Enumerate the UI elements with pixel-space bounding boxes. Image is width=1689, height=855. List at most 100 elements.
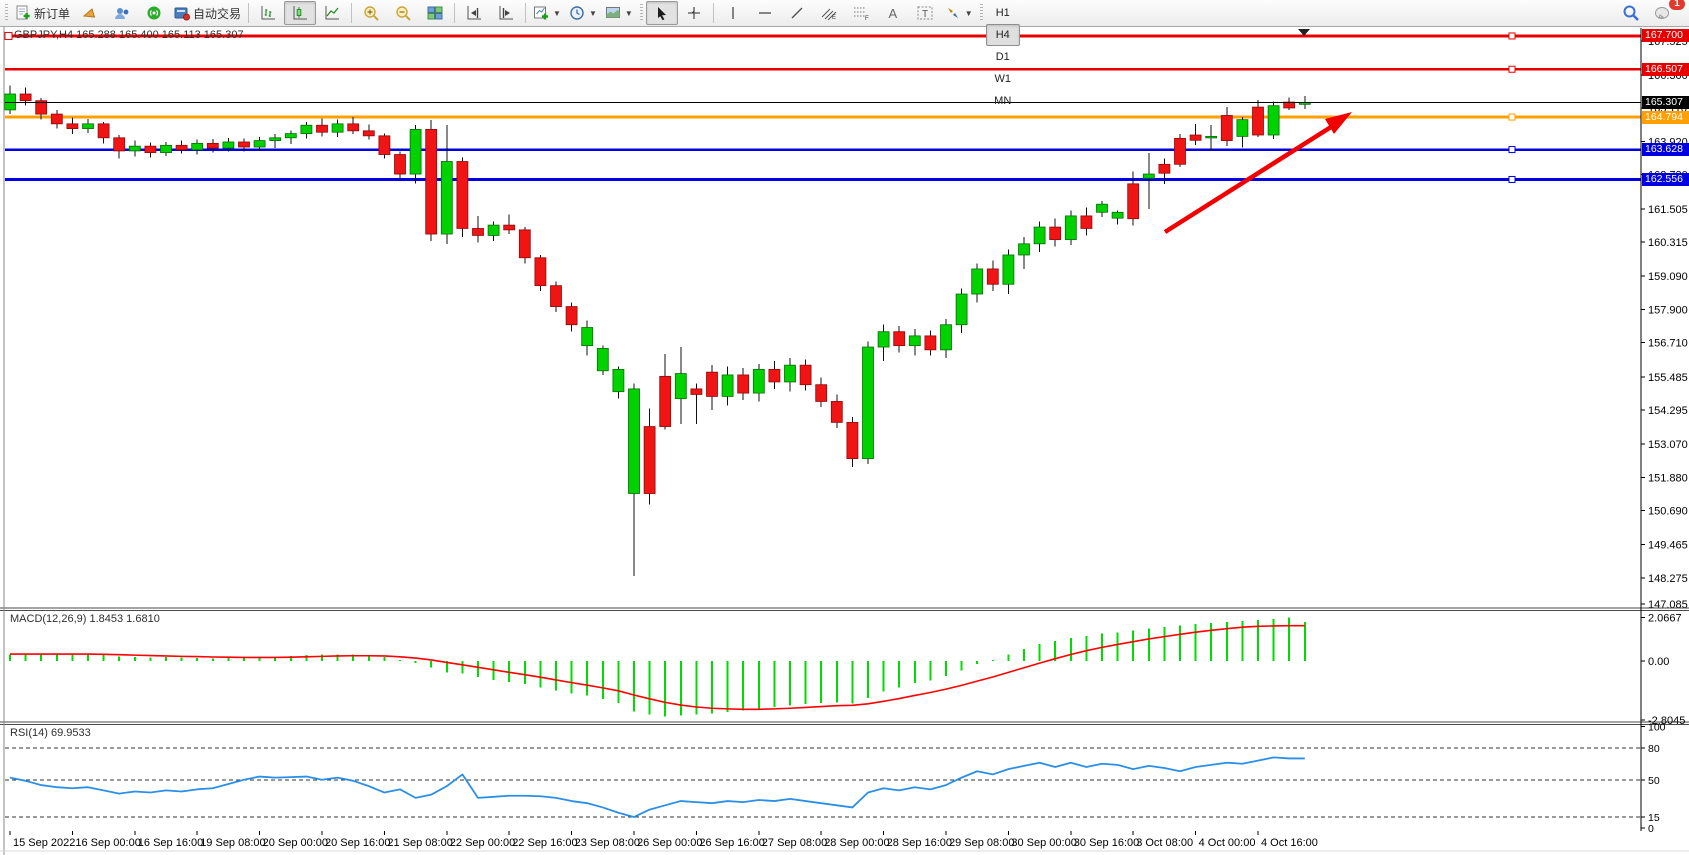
price-axis-tick: 154.295 [1648,405,1688,417]
trend-arrow[interactable] [1163,125,1333,234]
toolbar-grip[interactable] [5,4,8,22]
price-badge-166.507: 166.507 [1642,62,1689,76]
timeframe-H1[interactable]: H1 [995,7,1010,19]
rsi-axis-tick: 100 [1648,722,1666,734]
tile-windows-button[interactable] [419,1,451,25]
rsi-indicator-label: RSI(14) 69.9533 [10,727,91,739]
time-axis-label: 15 Sep 2022 [13,837,75,849]
timeframe-group: M1M5M15M30H1H4D1W1MN [985,0,1020,112]
price-badge-164.794: 164.794 [1642,110,1689,124]
timeframe-H4[interactable]: H4 [985,24,1020,46]
rsi-line [9,756,1305,818]
timeframe-W1[interactable]: W1 [994,73,1011,85]
time-axis-label: 28 Sep 00:00 [824,837,889,849]
text-tool-button[interactable]: A [888,5,898,21]
toolbar: 新订单 自动交易 ▼ ▼ ▼ E F A T [0,0,1689,107]
toolbar-separator [712,3,714,23]
chart-title: GBPJPY,H4 165.288 165.400 165.113 165.30… [14,29,244,41]
candles-layer [4,85,1311,576]
toolbar-separator [525,3,527,23]
signal-icon-button[interactable] [138,1,170,25]
trendline-tool-button[interactable] [781,1,813,25]
rsi-axis-tick: 50 [1648,775,1660,787]
time-axis-label: 29 Sep 08:00 [949,837,1014,849]
timeframe-MN[interactable]: MN [994,95,1012,107]
time-axis-label: 26 Sep 00:00 [637,837,702,849]
timeframe-D1[interactable]: D1 [995,51,1010,63]
horizontal-line-tool-button[interactable] [749,1,781,25]
price-axis-tick: 150.690 [1648,506,1688,518]
toolbar-grip[interactable] [979,4,983,22]
notifications-button[interactable]: 1 [1647,0,1685,25]
price-badge-162.556: 162.556 [1642,172,1689,186]
toolbar-grip[interactable] [639,4,643,22]
hline-handle[interactable] [1508,175,1516,183]
time-axis-label: 26 Sep 16:00 [699,837,764,849]
chart-shift-button[interactable] [490,1,522,25]
bar-chart-button[interactable] [252,1,284,25]
zoom-in-button[interactable] [355,1,387,25]
hline-handle[interactable] [4,31,13,40]
price-axis-tick: 153.070 [1648,439,1688,451]
time-axis-label: 30 Sep 00:00 [1011,837,1076,849]
macd-axis-tick: 2.0667 [1648,613,1682,625]
chart-shift-marker[interactable] [1298,29,1310,36]
price-axis-tick: 147.085 [1648,599,1688,611]
svg-text:F: F [865,16,869,21]
line-chart-button[interactable] [316,1,348,25]
horn-icon-button[interactable] [74,1,106,25]
price-axis-tick: 155.485 [1648,372,1688,384]
svg-text:E: E [832,15,836,21]
time-axis-label: 4 Oct 16:00 [1261,837,1318,849]
cursor-tool-button[interactable] [645,1,678,25]
price-badge-167.700: 167.700 [1642,29,1689,43]
macd-axis-tick: 0.00 [1648,656,1669,668]
vertical-line-tool-button[interactable] [717,1,749,25]
candlestick-chart-button[interactable] [284,1,317,25]
rsi-pane [5,747,1641,818]
time-axis-label: 4 Oct 00:00 [1199,837,1256,849]
hline-handle[interactable] [1508,113,1516,121]
chevron-down-icon: ▼ [624,8,633,18]
price-axis-tick: 161.505 [1648,204,1688,216]
toolbar-separator [248,3,250,23]
price-axis-tick: 156.710 [1648,338,1688,350]
price-axis-tick: 159.090 [1648,271,1688,283]
trend-arrow-head[interactable] [1325,112,1352,134]
toolbar-separator [454,3,456,23]
period-button[interactable]: ▼ [565,1,601,25]
text-label-tool-button[interactable]: T [909,1,941,25]
hline-handle[interactable] [1508,65,1516,73]
hline-handle[interactable] [1508,32,1516,40]
new-order-icon [15,5,31,21]
new-order-button[interactable]: 新订单 [11,1,74,25]
macd-indicator-label: MACD(12,26,9) 1.8453 1.6810 [10,613,160,625]
autotrade-button[interactable]: 自动交易 [170,1,245,25]
search-icon-button[interactable] [1615,1,1647,25]
rsi-axis-tick: 15 [1648,812,1660,824]
price-axis-tick: 148.275 [1648,573,1688,585]
time-axis-label: 20 Sep 00:00 [263,837,328,849]
arrows-tool-button[interactable]: ▼ [941,1,977,25]
current-price-badge: 165.307 [1642,96,1689,110]
zoom-out-button[interactable] [387,1,419,25]
community-icon-button[interactable] [106,1,138,25]
time-axis-label: 19 Sep 08:00 [200,837,265,849]
hline-handle[interactable] [1508,146,1516,154]
crosshair-tool-button[interactable] [678,1,710,25]
auto-scroll-button[interactable] [458,1,490,25]
time-axis-label: 3 Oct 08:00 [1136,837,1193,849]
new-chart-button[interactable]: ▼ [529,1,565,25]
price-axis-tick: 157.900 [1648,304,1688,316]
notification-count-badge: 1 [1669,0,1685,10]
fibonacci-tool-button[interactable]: F [845,1,877,25]
template-button[interactable]: ▼ [601,1,637,25]
macd-pane [9,617,1306,717]
equidistant-channel-tool-button[interactable]: E [813,1,845,25]
time-axis-label: 22 Sep 00:00 [450,837,515,849]
chevron-down-icon: ▼ [553,8,561,18]
autotrade-label: 自动交易 [193,6,242,21]
price-badge-163.628: 163.628 [1642,143,1689,157]
